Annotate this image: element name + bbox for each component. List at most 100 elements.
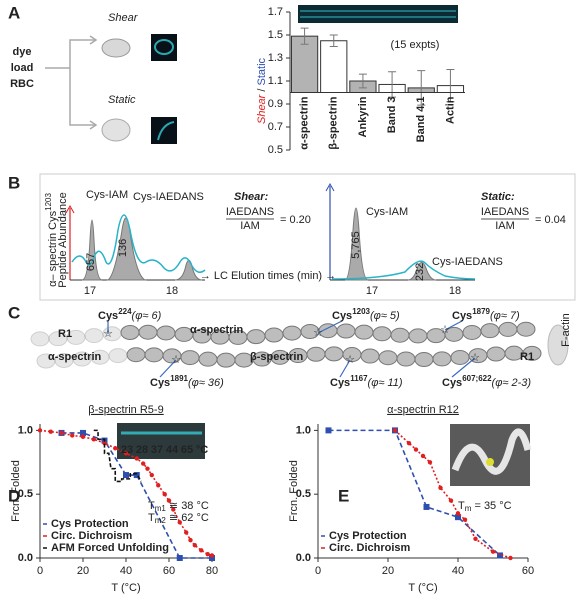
- marker: [37, 428, 43, 433]
- marker: [205, 551, 210, 557]
- x-tick-label: 18: [449, 285, 461, 297]
- marker: [427, 460, 433, 465]
- error-bar: [358, 73, 367, 89]
- y-arrow-head: [325, 182, 335, 192]
- x-tick-label: 17: [366, 285, 378, 297]
- site-label-part: 1879: [472, 307, 490, 316]
- marker: [156, 483, 161, 488]
- x-tick-label: 40: [452, 565, 464, 577]
- annotation-part: m2: [155, 516, 167, 525]
- peak-value: 232: [414, 263, 426, 281]
- chain-label: β-spectrin: [250, 351, 303, 363]
- cell-shear: [101, 38, 131, 58]
- marker: [123, 472, 129, 479]
- chromatogram-static: [325, 182, 476, 281]
- marker: [325, 427, 332, 434]
- site-label-part: Cys: [150, 377, 170, 389]
- y-tick-label: 0.0: [18, 552, 33, 564]
- legend-label: Circ. Dichroism: [51, 530, 133, 542]
- y-axis-label: Peptide Abundance: [57, 192, 69, 287]
- marker: [141, 461, 146, 466]
- error-bar: [300, 27, 309, 45]
- annotation: (15 expts): [391, 39, 440, 51]
- annotation-part: T: [148, 500, 155, 512]
- marker: [490, 549, 496, 554]
- annotation-part: T: [458, 500, 465, 512]
- strip-streaks: [300, 10, 456, 18]
- repeat-domain: [378, 350, 398, 366]
- repeat-domain: [396, 351, 416, 367]
- y-axis-label: α– spectrin Cys1203: [44, 193, 59, 287]
- y-axis-label: Shear / Static: [256, 57, 268, 124]
- condition-label: Static: [108, 94, 136, 106]
- marker: [91, 437, 96, 442]
- image-static: [151, 117, 177, 144]
- bar: [290, 35, 319, 93]
- image-ring: [154, 39, 174, 55]
- inset-label: 44: [166, 444, 179, 456]
- x-tick-label: 18: [166, 285, 178, 297]
- peak-name: Cys-IAEDANS: [432, 256, 503, 268]
- x-tick-label: α-spectrin: [298, 96, 310, 149]
- site-label-part: (φ≈ 6): [132, 310, 162, 322]
- site-label-part: Cys: [332, 310, 352, 322]
- strip-image: [298, 5, 458, 23]
- repeat-domain: [36, 353, 56, 369]
- inset-label: 37: [151, 444, 163, 456]
- marker: [176, 555, 183, 561]
- repeat-domain: [138, 324, 158, 340]
- x-tick-label: 80: [206, 565, 218, 577]
- marker: [423, 503, 430, 510]
- x-axis-label: T (°C): [111, 582, 140, 594]
- x-tick-label: 20: [77, 565, 89, 577]
- annotation: Tm = 35 °C: [458, 500, 512, 513]
- site-label-part: (φ≈ 36): [188, 377, 224, 389]
- chain-label: α-spectrin: [48, 351, 101, 363]
- marker: [177, 520, 182, 525]
- y-axis-label-part: Shear: [256, 93, 268, 124]
- legend-label: Circ. Dichroism: [329, 542, 411, 554]
- site-star: ☆: [313, 327, 323, 339]
- site-label: Cys1167(φ≈ 11): [330, 374, 403, 389]
- panel-label: A: [8, 3, 20, 22]
- repeat-domain: [516, 321, 536, 337]
- iaedans-trace: [71, 214, 206, 273]
- marker: [473, 536, 478, 542]
- repeat-domain: [432, 351, 452, 367]
- ratio-numerator: IAEDANS: [226, 206, 274, 218]
- repeat-domain: [354, 324, 374, 340]
- source-label: load: [11, 62, 34, 74]
- site-pointer: [451, 357, 476, 378]
- repeat-domain: [408, 328, 428, 344]
- inset-label: °C: [196, 444, 208, 456]
- y-axis-label-part: 1203: [44, 193, 53, 211]
- y-tick-label: 0.5: [268, 144, 283, 156]
- site-label-part: Cys: [442, 377, 462, 389]
- peak-name: Cys-IAM: [366, 206, 408, 218]
- marker: [448, 498, 454, 503]
- chart-title: β-spectrin R5-9: [88, 404, 163, 416]
- site-pointer: [444, 320, 463, 331]
- repeat-domain: [450, 349, 470, 365]
- site-label: Cys1203(φ≈ 5): [332, 307, 400, 322]
- marker: [497, 552, 503, 559]
- inset-label: 28: [136, 444, 148, 456]
- repeat-domain: [120, 324, 140, 340]
- marker: [145, 466, 150, 471]
- site-star: ☆: [103, 328, 113, 340]
- site-star: ☆: [171, 354, 181, 366]
- repeat-domain: [216, 352, 236, 368]
- marker: [455, 511, 461, 516]
- annotation-part: T: [148, 512, 155, 524]
- ratio-value: = 0.04: [535, 214, 566, 226]
- repeat-domain: [264, 327, 284, 343]
- actin-node: [547, 324, 569, 366]
- marker: [134, 456, 139, 461]
- marker: [149, 472, 154, 478]
- marker: [462, 517, 468, 522]
- site-label-part: Cys: [330, 377, 350, 389]
- peak-value: 136: [117, 239, 129, 257]
- series-line: [93, 429, 142, 483]
